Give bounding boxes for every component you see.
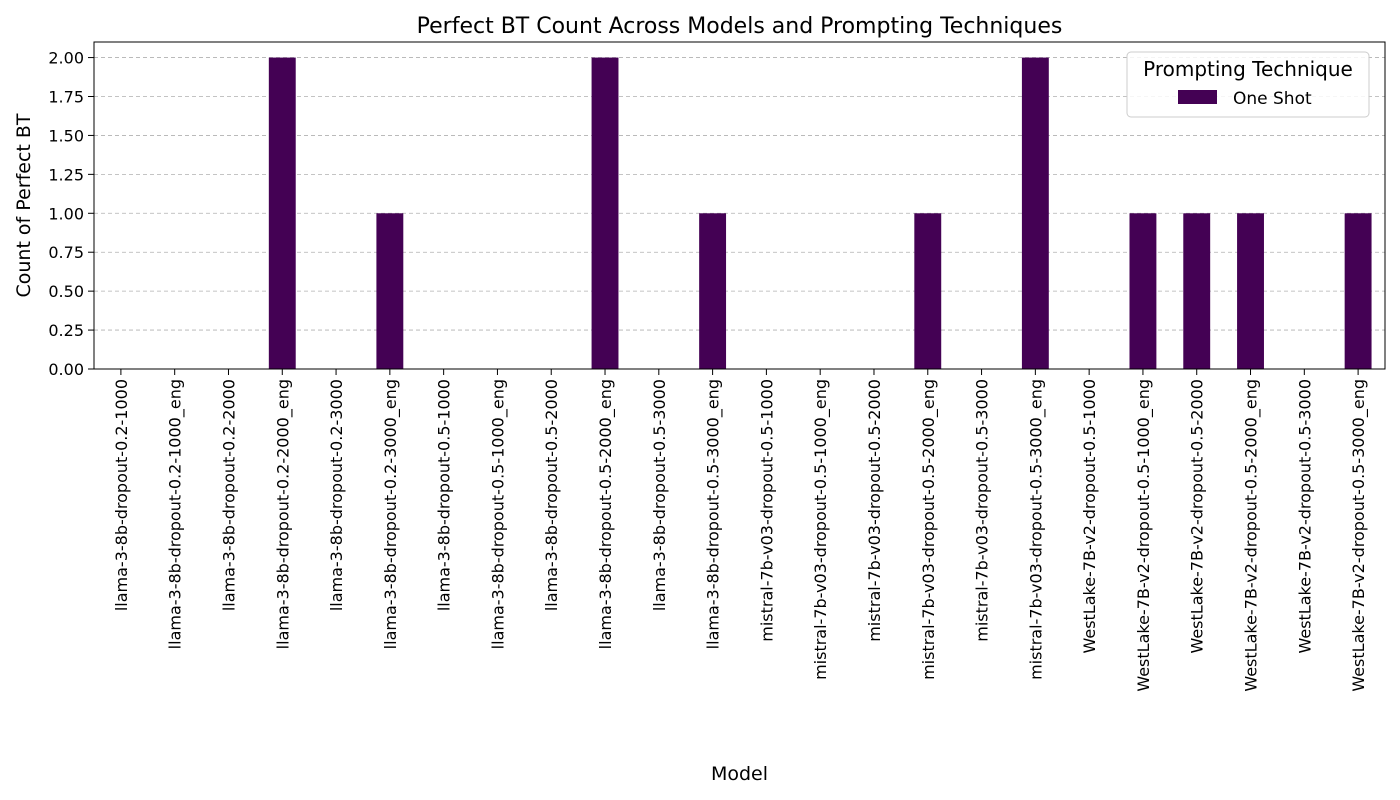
y-tick-label: 0.25 (48, 321, 84, 340)
chart-title: Perfect BT Count Across Models and Promp… (417, 14, 1063, 39)
legend-swatch (1178, 90, 1217, 104)
y-axis-label: Count of Perfect BT (13, 113, 35, 297)
x-axis-ticks: llama-3-8b-dropout-0.2-1000 llama-3-8b-dr… (112, 369, 1369, 692)
y-tick-label: 1.50 (48, 126, 84, 145)
bar (1344, 213, 1372, 369)
x-axis-label: Model (711, 763, 768, 785)
x-tick-label: WestLake-7B-v2-dropout-0.5-3000_eng (1349, 379, 1369, 692)
y-axis-ticks: 0.00 0.25 0.50 0.75 1.00 1.25 1.50 1.75 2.00 (48, 49, 94, 379)
x-tick-label: mistral-7b-v03-dropout-0.5-2000 (865, 379, 884, 642)
bar (1021, 57, 1049, 369)
y-tick-label: 2.00 (48, 49, 84, 68)
x-tick-label: mistral-7b-v03-dropout-0.5-3000_eng (1026, 379, 1046, 680)
x-tick-label: llama-3-8b-dropout-0.5-2000 (542, 379, 561, 611)
x-tick-label: llama-3-8b-dropout-0.2-1000_eng (166, 379, 186, 649)
y-tick-label: 1.00 (48, 204, 84, 223)
x-tick-label: llama-3-8b-dropout-0.5-3000 (650, 379, 669, 611)
x-tick-label: llama-3-8b-dropout-0.2-3000_eng (381, 379, 401, 649)
bar (699, 213, 727, 369)
bar (376, 213, 404, 369)
y-tick-label: 0.75 (48, 243, 84, 262)
bar (268, 57, 296, 369)
x-tick-label: llama-3-8b-dropout-0.5-2000_eng (596, 379, 616, 649)
x-tick-label: llama-3-8b-dropout-0.5-1000_eng (488, 379, 508, 649)
bar (1183, 213, 1211, 369)
x-tick-label: llama-3-8b-dropout-0.2-1000 (112, 379, 131, 611)
y-tick-label: 1.25 (48, 165, 84, 184)
y-tick-label: 1.75 (48, 88, 84, 107)
y-tick-label: 0.50 (48, 282, 84, 301)
plot-area-frame (93, 41, 1386, 370)
x-tick-label: llama-3-8b-dropout-0.2-2000 (219, 379, 238, 611)
x-tick-label: WestLake-7B-v2-dropout-0.5-3000 (1295, 379, 1314, 654)
x-tick-label: llama-3-8b-dropout-0.2-3000 (327, 379, 346, 611)
legend-title: Prompting Technique (1143, 57, 1353, 81)
x-tick-label: WestLake-7B-v2-dropout-0.5-1000 (1080, 379, 1099, 654)
x-tick-label: mistral-7b-v03-dropout-0.5-2000_eng (919, 379, 939, 680)
x-tick-label: mistral-7b-v03-dropout-0.5-1000 (757, 379, 776, 642)
bar (1237, 213, 1264, 369)
legend-entry-one-shot: One Shot (1233, 89, 1312, 109)
x-tick-label: llama-3-8b-dropout-0.5-3000_eng (704, 379, 724, 649)
x-tick-label: WestLake-7B-v2-dropout-0.5-2000 (1188, 379, 1207, 654)
x-tick-label: mistral-7b-v03-dropout-0.5-3000 (973, 379, 992, 642)
bar (914, 213, 942, 369)
y-tick-label: 0.00 (48, 360, 84, 379)
x-tick-label: WestLake-7B-v2-dropout-0.5-1000_eng (1134, 379, 1154, 692)
x-tick-label: WestLake-7B-v2-dropout-0.5-2000_eng (1242, 379, 1262, 692)
bar (591, 57, 619, 369)
x-tick-label: llama-3-8b-dropout-0.2-2000_eng (273, 379, 293, 649)
legend: Prompting Technique One Shot (1126, 51, 1370, 118)
bar (1129, 213, 1157, 369)
x-tick-label: mistral-7b-v03-dropout-0.5-1000_eng (811, 379, 831, 680)
x-tick-label: llama-3-8b-dropout-0.5-1000 (435, 379, 454, 611)
bars (268, 57, 1372, 369)
